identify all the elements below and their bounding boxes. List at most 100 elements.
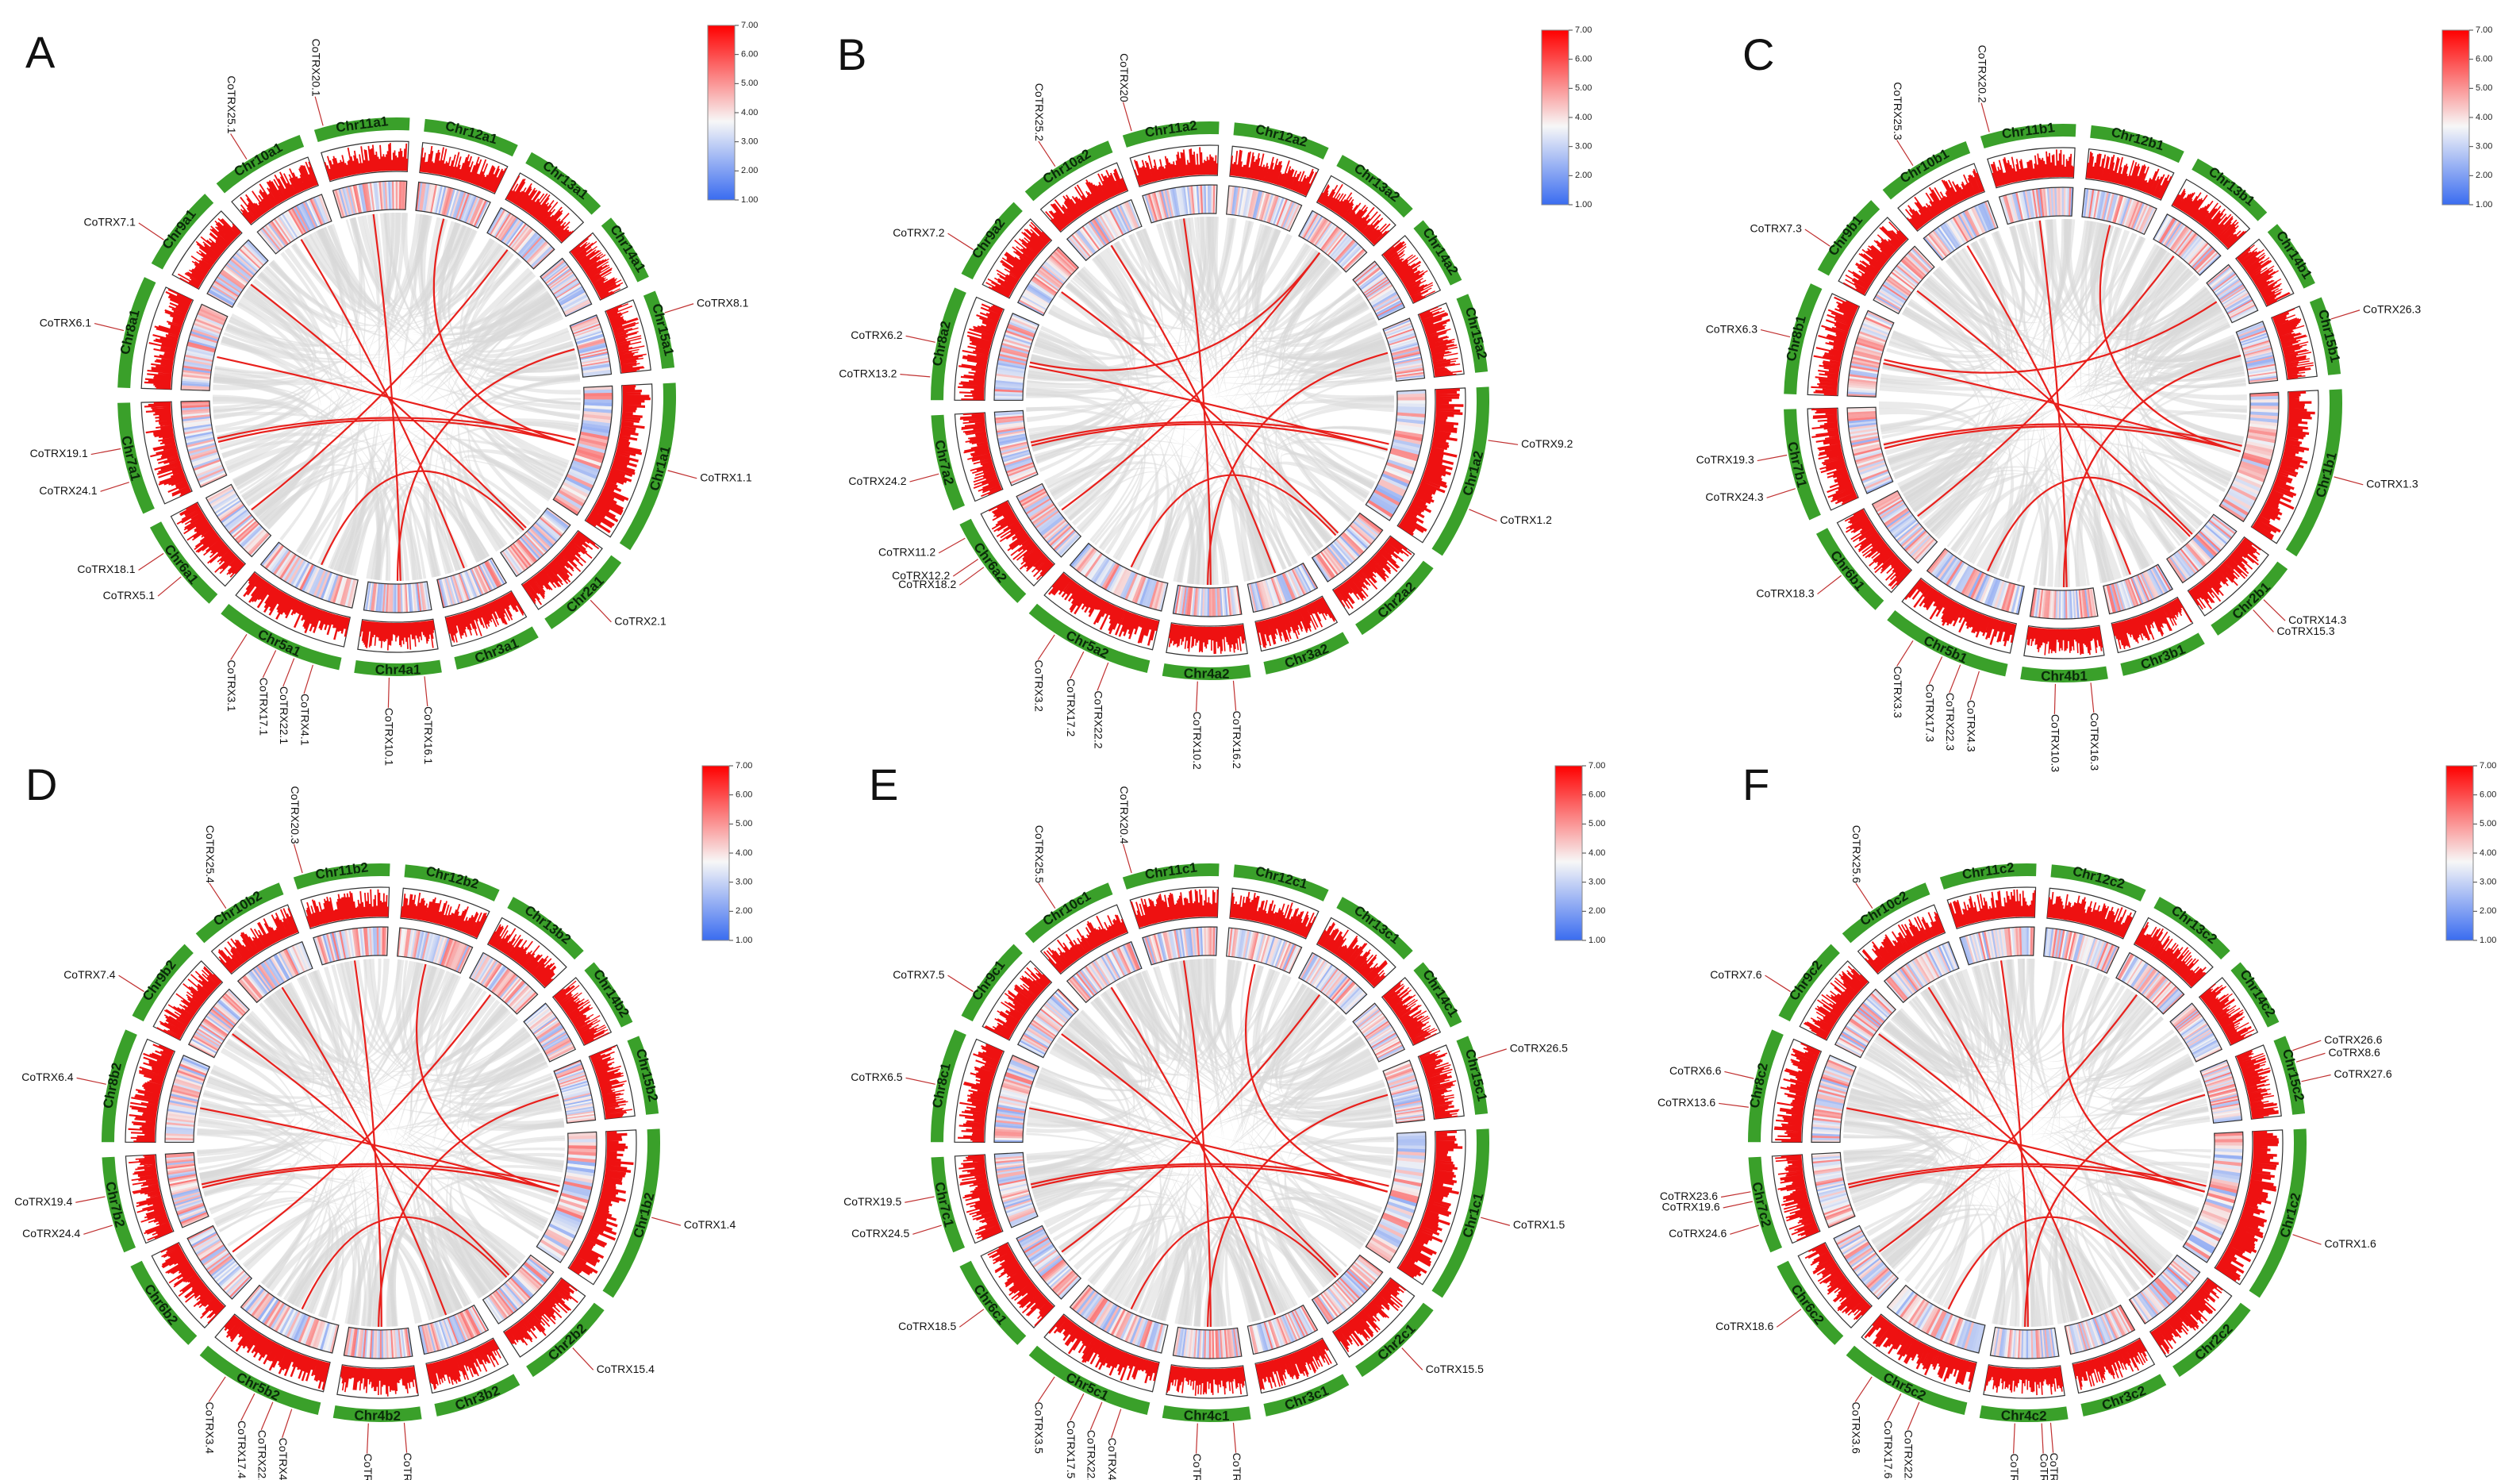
heatmap-cell	[1334, 540, 1355, 563]
heatmap-cell	[556, 283, 582, 300]
heatmap-cell	[509, 544, 529, 569]
heatmap-track	[1016, 483, 1081, 557]
legend-tick-label: 2.00	[2476, 171, 2492, 180]
density-histogram	[570, 234, 624, 300]
heatmap-track	[332, 181, 408, 218]
heatmap-cell	[1260, 580, 1270, 609]
synteny-background	[1879, 219, 2247, 587]
heatmap-cell	[281, 555, 299, 581]
gene-label: CoTRX25.1	[225, 75, 238, 133]
heatmap-cell	[380, 181, 385, 210]
chromosome-label: Chr8b2	[100, 1061, 125, 1109]
heatmap-cell	[1009, 471, 1038, 484]
heatmap-cell	[1035, 511, 1061, 531]
heatmap-cell	[213, 280, 240, 298]
heatmap-cell	[1188, 586, 1193, 616]
heatmap-cell	[496, 213, 513, 240]
heatmap-cell	[1027, 284, 1053, 302]
density-histogram	[1382, 240, 1435, 303]
heatmap-cell	[1389, 336, 1417, 346]
heatmap-frame	[500, 507, 571, 578]
heatmap-cell	[1166, 189, 1174, 217]
heatmap-cell	[1084, 552, 1103, 578]
heatmap-cell	[424, 582, 430, 611]
synteny-link-gray	[432, 480, 481, 571]
heatmap-track	[165, 1152, 209, 1228]
heatmap-cell	[560, 291, 586, 307]
heatmap-cell	[336, 189, 347, 217]
heatmap-cell	[570, 316, 598, 329]
heatmap-cell	[455, 574, 467, 602]
heatmap-cell	[428, 183, 436, 213]
synteny-link-gray	[1162, 221, 1385, 357]
heatmap-cell	[570, 463, 599, 477]
heatmap-cell	[1253, 582, 1262, 611]
gene-leader-line	[1488, 440, 1519, 445]
gene-label: CoTRX25.3	[1892, 82, 1904, 140]
heatmap-cell	[1018, 486, 1045, 502]
legend-tick-label: 1.00	[1575, 200, 1592, 210]
heatmap-cell	[1354, 262, 1377, 282]
heatmap-frame	[1142, 184, 1218, 224]
heatmap-cell	[1134, 575, 1147, 604]
heatmap-cell	[552, 276, 578, 294]
gene-labels: CoTRX20CoTRX25.2CoTRX7.2CoTRX13.2CoTRX6.…	[839, 53, 1573, 770]
heatmap-cell	[1267, 578, 1279, 606]
heatmap-cell	[298, 563, 314, 591]
heatmap-cell	[1336, 537, 1358, 560]
gene-label: CoTRX19.1	[30, 447, 88, 459]
heatmap-cell	[1078, 548, 1097, 574]
heatmap-cell	[181, 385, 210, 389]
density-histogram	[1230, 149, 1318, 197]
heatmap-cell	[181, 412, 211, 417]
heatmap-cell	[349, 579, 359, 609]
gene-label: CoTRX3.4	[203, 1402, 216, 1455]
heatmap-cell	[190, 330, 219, 342]
heatmap-cell	[556, 492, 583, 510]
heatmap-cell	[246, 531, 267, 553]
gene-leader-line	[1757, 454, 1788, 462]
heatmap-cell	[440, 579, 448, 607]
heatmap-cell	[286, 557, 303, 583]
heatmap-cell	[459, 194, 472, 221]
synteny-link-gray	[217, 290, 315, 443]
heatmap-cell	[1232, 186, 1239, 216]
heatmap-cell	[1385, 324, 1413, 336]
heatmap-cell	[2249, 402, 2279, 406]
heatmap-track	[416, 182, 491, 229]
heatmap-cell	[582, 369, 612, 375]
heatmap-cell	[1271, 196, 1283, 225]
gene-leader-line	[76, 1077, 106, 1085]
panel-letter: B	[837, 29, 866, 79]
heatmap-cell	[466, 196, 479, 224]
heatmap-cell	[209, 287, 236, 304]
heatmap-frame	[180, 303, 229, 391]
gene-leader-line	[90, 448, 121, 456]
circos-panel-A: AChr1a1Chr2a1Chr3a1Chr4a1Chr5a1Chr6a1Chr…	[25, 21, 758, 766]
synteny-link-gray	[228, 316, 552, 502]
heatmap-cell	[520, 233, 540, 257]
heatmap-cell	[1345, 251, 1367, 272]
heatmap-cell	[566, 473, 594, 489]
density-histogram	[419, 145, 507, 194]
heatmap-cell	[1088, 221, 1106, 247]
heatmap-cell	[214, 497, 240, 514]
heatmap-cell	[403, 583, 406, 613]
gene-label: CoTRX1.4	[684, 1218, 736, 1231]
heatmap-cell	[387, 583, 390, 613]
heatmap-cell	[1390, 448, 1419, 459]
heatmap-cell	[998, 436, 1027, 444]
heatmap-cell	[1321, 227, 1340, 252]
circos-panel-C: CChr1b1Chr2b1Chr3b1Chr4b1Chr5b1Chr6b1Chr…	[1696, 25, 2493, 772]
gene-leader-line	[900, 374, 931, 378]
heatmap-cell	[577, 339, 605, 349]
heatmap-cell	[247, 240, 269, 262]
heatmap-cell	[1181, 186, 1187, 216]
chromosome-label: Chr1a1	[647, 444, 673, 493]
chromosome-label: Chr7a1	[118, 434, 143, 482]
heatmap-cell	[479, 563, 495, 590]
heatmap-cell	[527, 242, 549, 264]
heatmap-cell	[1071, 233, 1092, 258]
gene-label: CoTRX10.2	[1191, 712, 1204, 770]
heatmap-cell	[1329, 234, 1350, 258]
